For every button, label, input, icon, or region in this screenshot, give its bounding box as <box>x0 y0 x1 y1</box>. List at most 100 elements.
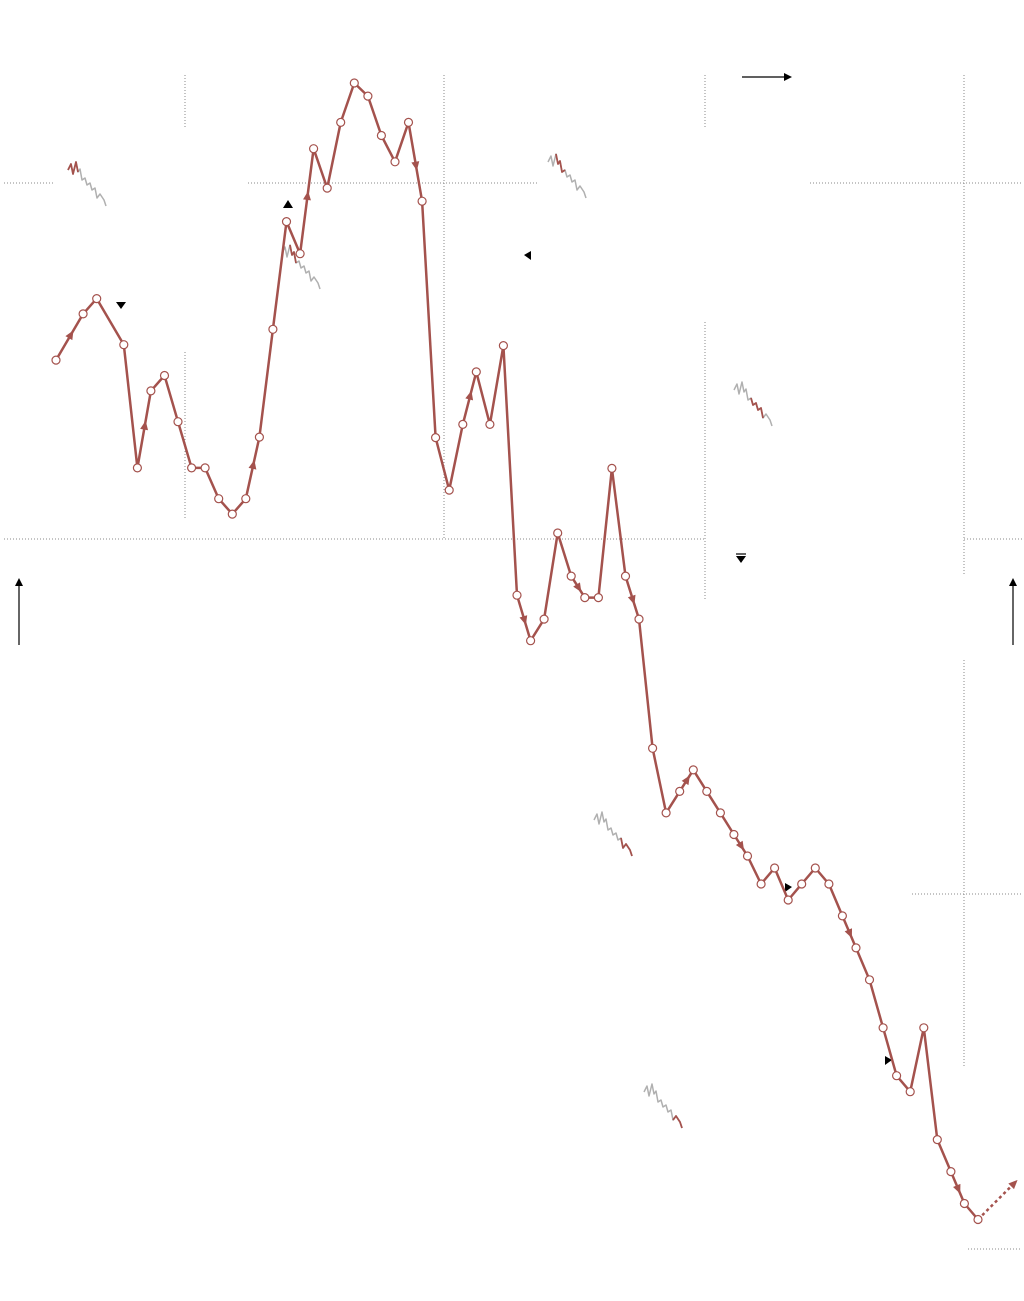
data-point <box>973 1214 983 1225</box>
pointer-down-2 <box>736 556 746 563</box>
direction-arrow <box>465 390 474 401</box>
direction-arrow <box>627 594 636 605</box>
data-point <box>254 432 264 442</box>
series-line <box>54 81 980 1221</box>
data-point <box>512 590 522 600</box>
direction-arrow <box>140 420 149 431</box>
direction-arrow <box>65 330 74 341</box>
trend-arrow-line <box>977 1182 1015 1221</box>
sparkline-highlight <box>750 397 764 419</box>
data-point <box>715 808 726 818</box>
data-point <box>959 1198 970 1209</box>
data-point <box>688 765 698 775</box>
data-point <box>661 808 671 818</box>
pointer-right-1 <box>785 883 792 892</box>
data-point <box>675 786 685 797</box>
direction-arrow <box>681 775 690 786</box>
data-point <box>756 879 766 889</box>
data-point <box>458 419 468 429</box>
pointer-up-1 <box>283 200 293 208</box>
sparkline <box>593 811 633 857</box>
axis-arrows <box>15 73 1017 645</box>
data-point <box>783 895 793 905</box>
data-point <box>553 528 563 538</box>
data-point <box>403 117 414 128</box>
direction-arrow <box>519 615 528 625</box>
sparkline <box>643 1083 683 1129</box>
direction-arrow <box>573 582 582 593</box>
data-point <box>363 91 373 101</box>
direction-arrow <box>735 840 745 851</box>
data-point <box>92 294 102 304</box>
sparkline-highlight <box>67 161 79 175</box>
pointer-left-1 <box>524 251 531 260</box>
data-point <box>471 367 481 377</box>
data-point <box>566 571 576 581</box>
annotation-pointers <box>116 200 892 1065</box>
data-point <box>322 183 332 193</box>
pointer-down-1 <box>116 302 126 309</box>
data-point <box>864 975 875 985</box>
data-point <box>132 463 142 473</box>
data-point <box>525 636 536 646</box>
data-point <box>281 217 292 227</box>
direction-arrow <box>411 161 420 171</box>
data-point <box>919 1023 929 1033</box>
data-point <box>200 463 210 473</box>
data-point <box>932 1134 942 1145</box>
data-point <box>173 417 183 427</box>
data-point <box>905 1087 915 1097</box>
y-axis-arrow-left-head <box>15 578 23 586</box>
data-point <box>376 130 386 141</box>
data-point <box>607 463 617 473</box>
pointer-right-2 <box>885 1056 892 1065</box>
sparkline <box>281 244 321 290</box>
sparkline-highlight <box>289 244 297 264</box>
series-layer <box>51 78 1018 1225</box>
data-point <box>634 614 644 624</box>
sparkline-highlight <box>672 1115 683 1129</box>
data-point <box>593 592 604 603</box>
data-point <box>51 355 61 365</box>
data-point <box>742 851 753 861</box>
data-point <box>227 509 237 519</box>
data-point <box>824 879 834 889</box>
y-axis-arrow-right-head <box>1009 578 1017 586</box>
data-point <box>349 78 359 88</box>
data-point <box>837 911 848 921</box>
direction-arrow <box>844 928 853 939</box>
x-axis-arrow-head <box>784 73 792 81</box>
data-point <box>851 943 861 953</box>
data-point <box>539 614 549 624</box>
data-point <box>159 370 170 381</box>
data-point <box>946 1166 956 1177</box>
data-point <box>485 419 495 429</box>
trend-arrow-head <box>1008 1179 1018 1190</box>
direction-arrow <box>303 190 311 201</box>
data-point <box>797 879 807 889</box>
sparkline <box>547 153 587 199</box>
data-point <box>268 324 278 334</box>
data-point <box>444 485 454 495</box>
data-point <box>119 340 129 350</box>
data-point <box>729 829 739 840</box>
sparkline-highlight <box>620 837 633 857</box>
data-point <box>187 463 197 473</box>
data-point <box>810 863 820 873</box>
data-point <box>431 433 441 443</box>
data-point <box>309 144 319 154</box>
data-point <box>241 494 251 504</box>
data-point <box>390 157 400 167</box>
data-point <box>498 341 508 351</box>
data-point <box>417 196 427 206</box>
data-point <box>214 494 224 504</box>
direction-arrow <box>953 1183 961 1194</box>
gridlines <box>4 75 1022 1250</box>
direction-arrow <box>248 459 257 470</box>
data-point <box>891 1071 902 1081</box>
data-point <box>295 249 305 259</box>
data-point <box>647 743 658 753</box>
data-point <box>878 1023 888 1033</box>
data-point <box>146 386 156 396</box>
